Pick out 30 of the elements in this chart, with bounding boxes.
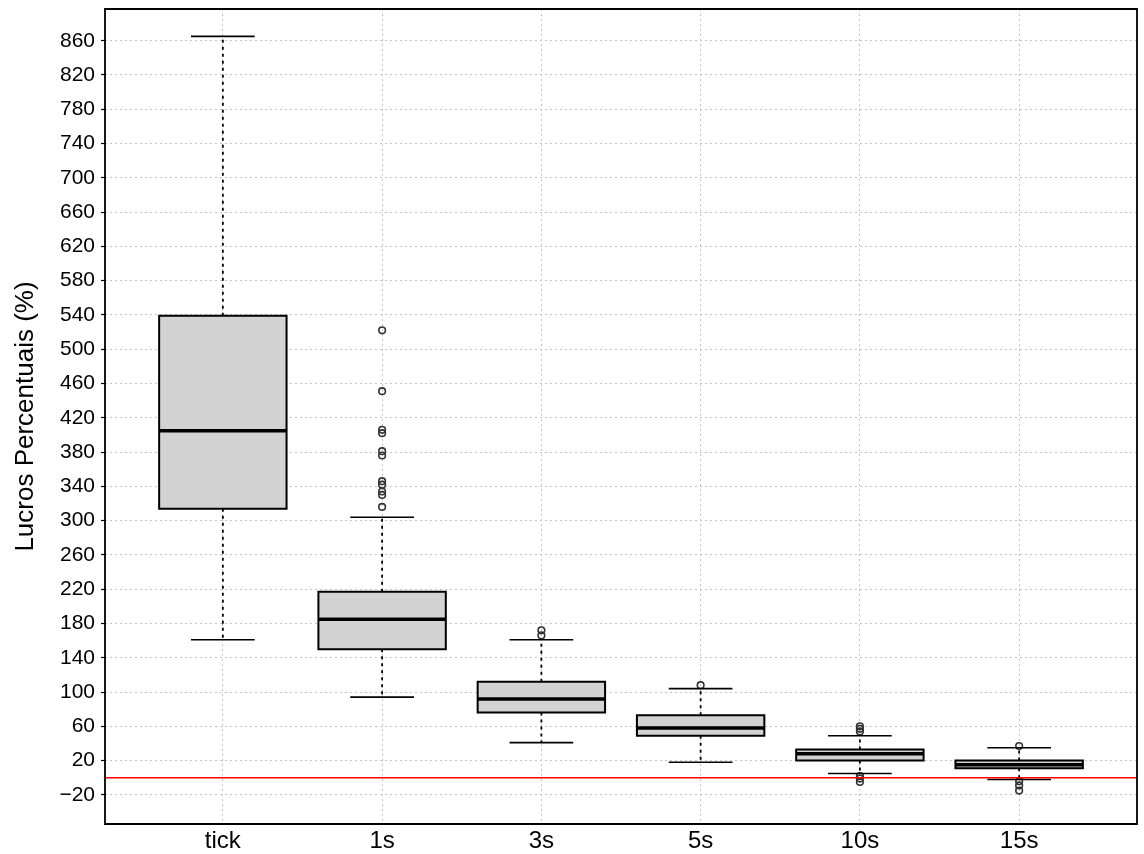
- x-tick-label: 15s: [999, 826, 1039, 854]
- y-tick-label: 700: [59, 164, 95, 188]
- y-tick-label: 500: [59, 336, 95, 360]
- y-tick-label: 420: [59, 404, 95, 428]
- y-axis-title: Lucros Percentuais (%): [8, 281, 39, 552]
- x-tick-label: 10s: [840, 826, 880, 854]
- y-tick-label: 740: [59, 130, 95, 154]
- y-tick-label: 580: [59, 267, 95, 291]
- y-tick-label: 860: [59, 27, 95, 51]
- y-tick-label: 260: [59, 541, 95, 565]
- y-tick-label: 100: [59, 678, 95, 702]
- y-tick-label: 380: [59, 438, 95, 462]
- y-tick-label: 620: [59, 233, 95, 257]
- y-tick-label: 540: [59, 301, 95, 325]
- y-tick-label: 820: [59, 61, 95, 85]
- y-tick-label: 660: [59, 198, 95, 222]
- y-tick-label: −20: [59, 781, 95, 805]
- y-tick-label: 140: [59, 644, 95, 668]
- x-tick-label: 3s: [528, 826, 555, 854]
- y-tick-label: 780: [59, 96, 95, 120]
- x-tick-label: tick: [204, 826, 242, 854]
- y-tick-label: 460: [59, 370, 95, 394]
- y-tick-label: 180: [59, 610, 95, 634]
- y-tick-label: 300: [59, 507, 95, 531]
- y-tick-label: 220: [59, 575, 95, 599]
- y-tick-label: 60: [71, 713, 95, 737]
- x-tick-label: 5s: [687, 826, 714, 854]
- y-tick-label: 20: [71, 747, 95, 771]
- y-tick-label: 340: [59, 473, 95, 497]
- x-tick-label: 1s: [369, 826, 395, 854]
